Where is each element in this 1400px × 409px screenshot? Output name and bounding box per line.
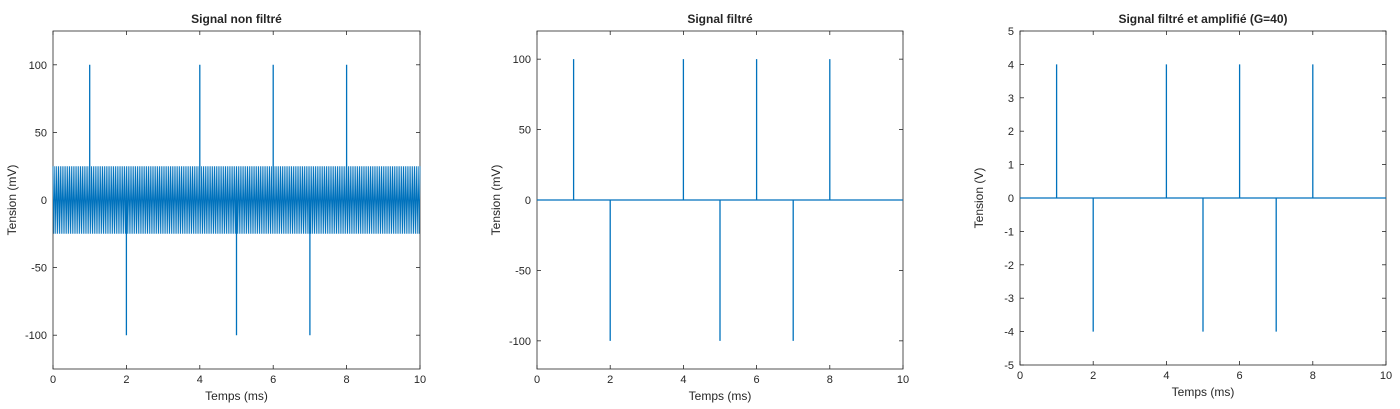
x-tick-label: 4	[197, 374, 203, 386]
y-tick-label: -50	[515, 265, 531, 277]
y-tick-label: -100	[509, 336, 531, 348]
y-tick-label: -100	[25, 330, 47, 342]
x-tick-label: 0	[50, 374, 56, 386]
y-tick-label: -4	[1004, 327, 1014, 339]
x-tick-label: 8	[344, 374, 350, 386]
y-tick-label: -2	[1004, 260, 1014, 272]
y-tick-label: 50	[35, 127, 47, 139]
chart-3: Signal filtré et amplifié (G=40)0 2 4 6 8 10-…	[972, 12, 1392, 399]
y-tick-label: 0	[1008, 193, 1014, 205]
noise-band	[52, 166, 421, 234]
y-tick-label: 100	[513, 54, 531, 66]
y-tick-label: 1	[1008, 160, 1014, 172]
chart-title: Signal filtré et amplifié (G=40)	[1118, 12, 1287, 26]
y-tick-label: 100	[29, 60, 47, 72]
x-tick-label: 0	[1017, 370, 1023, 382]
series-1	[52, 64, 421, 336]
x-tick-label: 2	[123, 374, 129, 386]
y-tick-label: -1	[1004, 226, 1014, 238]
y-tick-label: 4	[1008, 59, 1014, 71]
x-tick-label: 6	[270, 374, 276, 386]
y-tick-label: -50	[31, 263, 47, 275]
y-tick-label: 5	[1008, 26, 1014, 38]
series-1	[1020, 64, 1386, 332]
x-tick-label: 4	[1163, 370, 1169, 382]
y-tick-label: 0	[41, 195, 47, 207]
chart-title: Signal filtré	[687, 12, 753, 26]
x-tick-label: 6	[754, 374, 760, 386]
x-tick-label: 10	[414, 374, 426, 386]
y-tick-label: -3	[1004, 293, 1014, 305]
x-tick-label: 4	[680, 374, 686, 386]
x-tick-label: 0	[534, 374, 540, 386]
y-axis-label: Tension (V)	[972, 168, 986, 229]
x-tick-label: 2	[1090, 370, 1096, 382]
chart-2: Signal filtré 0 2 4 6 8 10 -100 -50 0 50 100 Temps (…	[489, 12, 909, 403]
y-tick-label: -5	[1004, 360, 1014, 372]
y-tick-label: 3	[1008, 93, 1014, 105]
x-tick-label: 2	[607, 374, 613, 386]
y-tick-label: 0	[525, 195, 531, 207]
y-axis-label: Tension (mV)	[5, 165, 19, 236]
x-axis-label: Temps (ms)	[205, 389, 268, 403]
y-axis-label: Tension (mV)	[489, 165, 503, 236]
chart-title: Signal non filtré	[191, 12, 282, 26]
series-1	[537, 59, 903, 341]
y-tick-label: 50	[519, 125, 531, 137]
x-tick-label: 8	[1310, 370, 1316, 382]
x-tick-label: 8	[827, 374, 833, 386]
y-tick-label: 2	[1008, 126, 1014, 138]
x-axis-label: Temps (ms)	[689, 389, 752, 403]
x-tick-label: 10	[1380, 370, 1392, 382]
x-tick-label: 10	[897, 374, 909, 386]
chart-1: Signal non filtré 0 2 4 6 8 10 -100 -50 0 50 100 Tem…	[5, 12, 426, 403]
x-axis-label: Temps (ms)	[1172, 385, 1235, 399]
x-tick-label: 6	[1237, 370, 1243, 382]
